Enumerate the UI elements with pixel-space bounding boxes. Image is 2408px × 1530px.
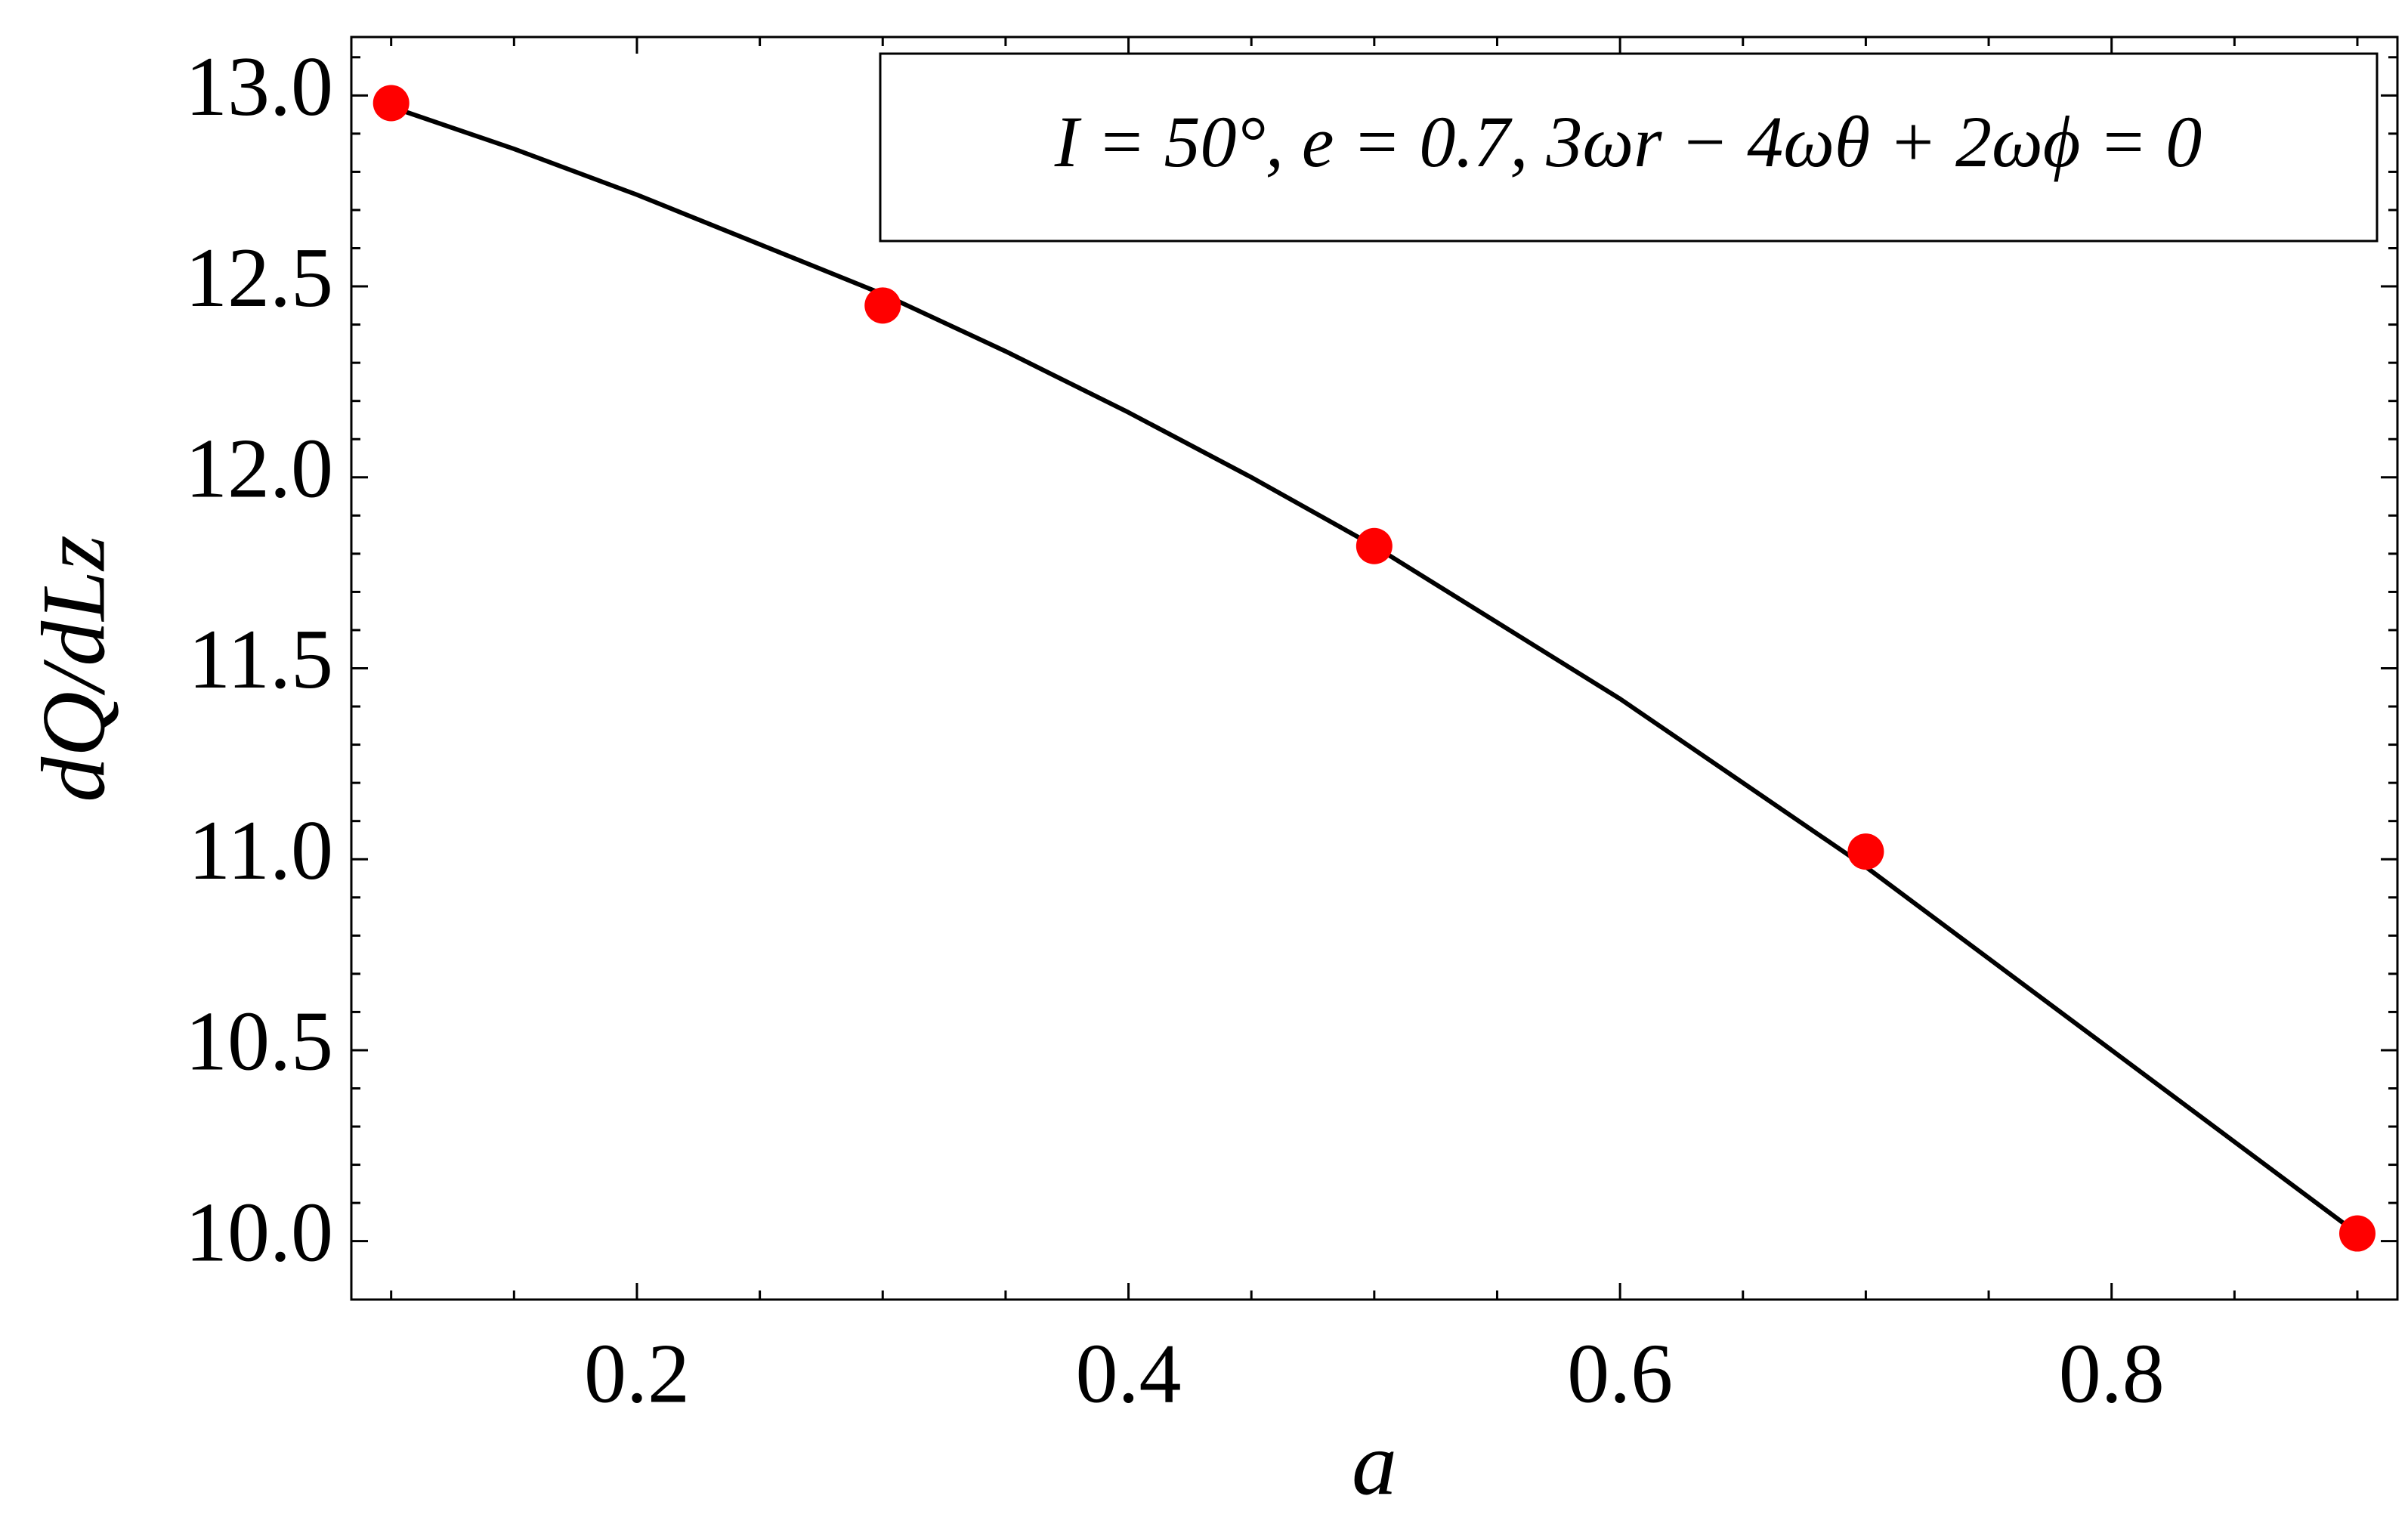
curve [390, 104, 2359, 1235]
y-tick-label: 12.5 [185, 231, 333, 325]
y-tick-label: 10.0 [185, 1185, 333, 1279]
y-tick-label: 11.0 [188, 804, 333, 898]
annotation: I = 50°, e = 0.7, 3ωr − 4ωθ + 2ωϕ = 0 [1054, 101, 2202, 182]
x-tick-label: 0.4 [1076, 1328, 1182, 1421]
x-tick-label: 0.6 [1567, 1328, 1673, 1421]
data-point [1355, 527, 1393, 564]
y-tick-label: 10.5 [185, 995, 333, 1089]
data-point [1847, 833, 1884, 870]
y-tick-label: 11.5 [188, 613, 333, 706]
data-point [864, 287, 901, 324]
y-tick-label: 13.0 [185, 40, 333, 134]
annotation-box [879, 52, 2379, 243]
x-tick-label: 0.2 [584, 1328, 690, 1421]
x-tick-label: 0.8 [2059, 1328, 2165, 1421]
data-point [372, 85, 410, 122]
y-axis-label: dQ/dLz [23, 535, 124, 802]
data-point [2338, 1215, 2376, 1252]
y-tick-label: 12.0 [185, 422, 333, 515]
x-axis-label: a [1352, 1414, 1397, 1514]
